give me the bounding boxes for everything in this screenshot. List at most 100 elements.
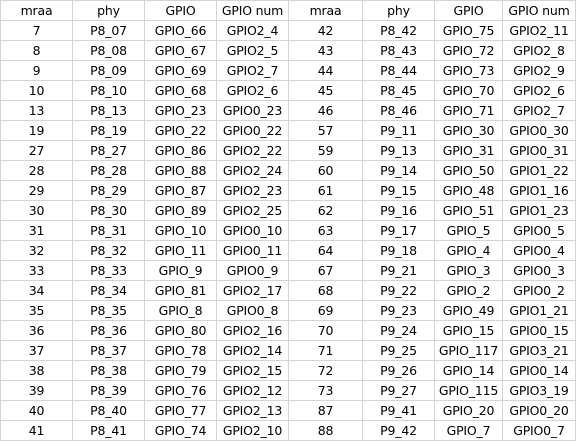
gpio-cell[interactable]: GPIO_23 [144,100,217,121]
gpio-num-cell[interactable]: GPIO2_5 [216,40,289,61]
phy-cell[interactable]: P9_41 [362,400,435,421]
gpio-num-cell[interactable]: GPIO0_20 [502,400,576,421]
gpio-num-cell[interactable]: GPIO2_6 [216,80,289,101]
gpio-num-cell[interactable]: GPIO3_21 [502,340,576,361]
gpio-cell[interactable]: GPIO_50 [434,160,503,181]
phy-cell[interactable]: P8_32 [72,240,145,261]
gpio-cell[interactable]: GPIO_70 [434,80,503,101]
mraa-cell[interactable]: 71 [288,340,363,361]
gpio-cell[interactable]: GPIO_10 [144,220,217,241]
phy-cell[interactable]: P9_18 [362,240,435,261]
mraa-cell[interactable]: 35 [0,300,73,321]
gpio-num-cell[interactable]: GPIO2_7 [216,60,289,81]
phy-cell[interactable]: P8_33 [72,260,145,281]
mraa-cell[interactable]: 46 [288,100,363,121]
gpio-cell[interactable]: GPIO_51 [434,200,503,221]
gpio-cell[interactable]: GPIO_7 [434,420,503,441]
phy-cell[interactable]: P8_30 [72,200,145,221]
gpio-cell[interactable]: GPIO_66 [144,20,217,41]
gpio-num-cell[interactable]: GPIO0_31 [502,140,576,161]
phy-cell[interactable]: P9_42 [362,420,435,441]
gpio-cell[interactable]: GPIO_3 [434,260,503,281]
phy-cell[interactable]: P8_28 [72,160,145,181]
phy-cell[interactable]: P8_08 [72,40,145,61]
gpio-cell[interactable]: GPIO_31 [434,140,503,161]
gpio-num-cell[interactable]: GPIO0_11 [216,240,289,261]
gpio-num-cell[interactable]: GPIO2_11 [502,20,576,41]
phy-cell[interactable]: P8_27 [72,140,145,161]
gpio-cell[interactable]: GPIO_49 [434,300,503,321]
gpio-num-cell[interactable]: GPIO0_7 [502,420,576,441]
gpio-num-cell[interactable]: GPIO2_10 [216,420,289,441]
mraa-cell[interactable]: 19 [0,120,73,141]
phy-cell[interactable]: P8_29 [72,180,145,201]
gpio-cell[interactable]: GPIO_80 [144,320,217,341]
gpio-cell[interactable]: GPIO_20 [434,400,503,421]
mraa-cell[interactable]: 69 [288,300,363,321]
gpio-num-cell[interactable]: GPIO2_15 [216,360,289,381]
gpio-cell[interactable]: GPIO_72 [434,40,503,61]
gpio-num-cell[interactable]: GPIO0_4 [502,240,576,261]
phy-cell[interactable]: P8_45 [362,80,435,101]
gpio-num-cell[interactable]: GPIO0_30 [502,120,576,141]
phy-cell[interactable]: P8_42 [362,20,435,41]
gpio-cell[interactable]: GPIO_22 [144,120,217,141]
gpio-num-cell[interactable]: GPIO2_17 [216,280,289,301]
gpio-num-cell[interactable]: GPIO0_10 [216,220,289,241]
gpio-num-cell[interactable]: GPIO1_21 [502,300,576,321]
mraa-cell[interactable]: 87 [288,400,363,421]
mraa-cell[interactable]: 67 [288,260,363,281]
phy-cell[interactable]: P8_44 [362,60,435,81]
gpio-cell[interactable]: GPIO_115 [434,380,503,401]
gpio-cell[interactable]: GPIO_81 [144,280,217,301]
gpio-num-cell[interactable]: GPIO2_22 [216,140,289,161]
gpio-cell[interactable]: GPIO_5 [434,220,503,241]
gpio-num-cell[interactable]: GPIO0_23 [216,100,289,121]
mraa-cell[interactable]: 7 [0,20,73,41]
gpio-cell[interactable]: GPIO_14 [434,360,503,381]
mraa-cell[interactable]: 61 [288,180,363,201]
mraa-cell[interactable]: 68 [288,280,363,301]
gpio-num-cell[interactable]: GPIO1_22 [502,160,576,181]
phy-cell[interactable]: P8_19 [72,120,145,141]
gpio-cell[interactable]: GPIO_89 [144,200,217,221]
mraa-cell[interactable]: 88 [288,420,363,441]
gpio-cell[interactable]: GPIO_2 [434,280,503,301]
mraa-cell[interactable]: 34 [0,280,73,301]
gpio-cell[interactable]: GPIO_73 [434,60,503,81]
gpio-num-cell[interactable]: GPIO2_25 [216,200,289,221]
gpio-cell[interactable]: GPIO_78 [144,340,217,361]
phy-cell[interactable]: P8_31 [72,220,145,241]
phy-cell[interactable]: P9_22 [362,280,435,301]
phy-cell[interactable]: P9_15 [362,180,435,201]
mraa-cell[interactable]: 72 [288,360,363,381]
gpio-cell[interactable]: GPIO_87 [144,180,217,201]
phy-cell[interactable]: P8_07 [72,20,145,41]
phy-cell[interactable]: P9_26 [362,360,435,381]
gpio-cell[interactable]: GPIO_30 [434,120,503,141]
mraa-cell[interactable]: 30 [0,200,73,221]
mraa-cell[interactable]: 37 [0,340,73,361]
phy-cell[interactable]: P9_24 [362,320,435,341]
mraa-cell[interactable]: 42 [288,20,363,41]
gpio-cell[interactable]: GPIO_69 [144,60,217,81]
phy-cell[interactable]: P9_25 [362,340,435,361]
phy-cell[interactable]: P8_41 [72,420,145,441]
phy-cell[interactable]: P8_13 [72,100,145,121]
gpio-num-cell[interactable]: GPIO2_6 [502,80,576,101]
gpio-cell[interactable]: GPIO_88 [144,160,217,181]
gpio-cell[interactable]: GPIO_48 [434,180,503,201]
phy-cell[interactable]: P9_13 [362,140,435,161]
gpio-cell[interactable]: GPIO_11 [144,240,217,261]
gpio-num-cell[interactable]: GPIO0_9 [216,260,289,281]
gpio-num-cell[interactable]: GPIO0_5 [502,220,576,241]
gpio-cell[interactable]: GPIO_76 [144,380,217,401]
mraa-cell[interactable]: 9 [0,60,73,81]
gpio-num-cell[interactable]: GPIO0_8 [216,300,289,321]
mraa-cell[interactable]: 38 [0,360,73,381]
mraa-cell[interactable]: 43 [288,40,363,61]
gpio-cell[interactable]: GPIO_8 [144,300,217,321]
mraa-cell[interactable]: 10 [0,80,73,101]
phy-cell[interactable]: P8_39 [72,380,145,401]
mraa-cell[interactable]: 13 [0,100,73,121]
